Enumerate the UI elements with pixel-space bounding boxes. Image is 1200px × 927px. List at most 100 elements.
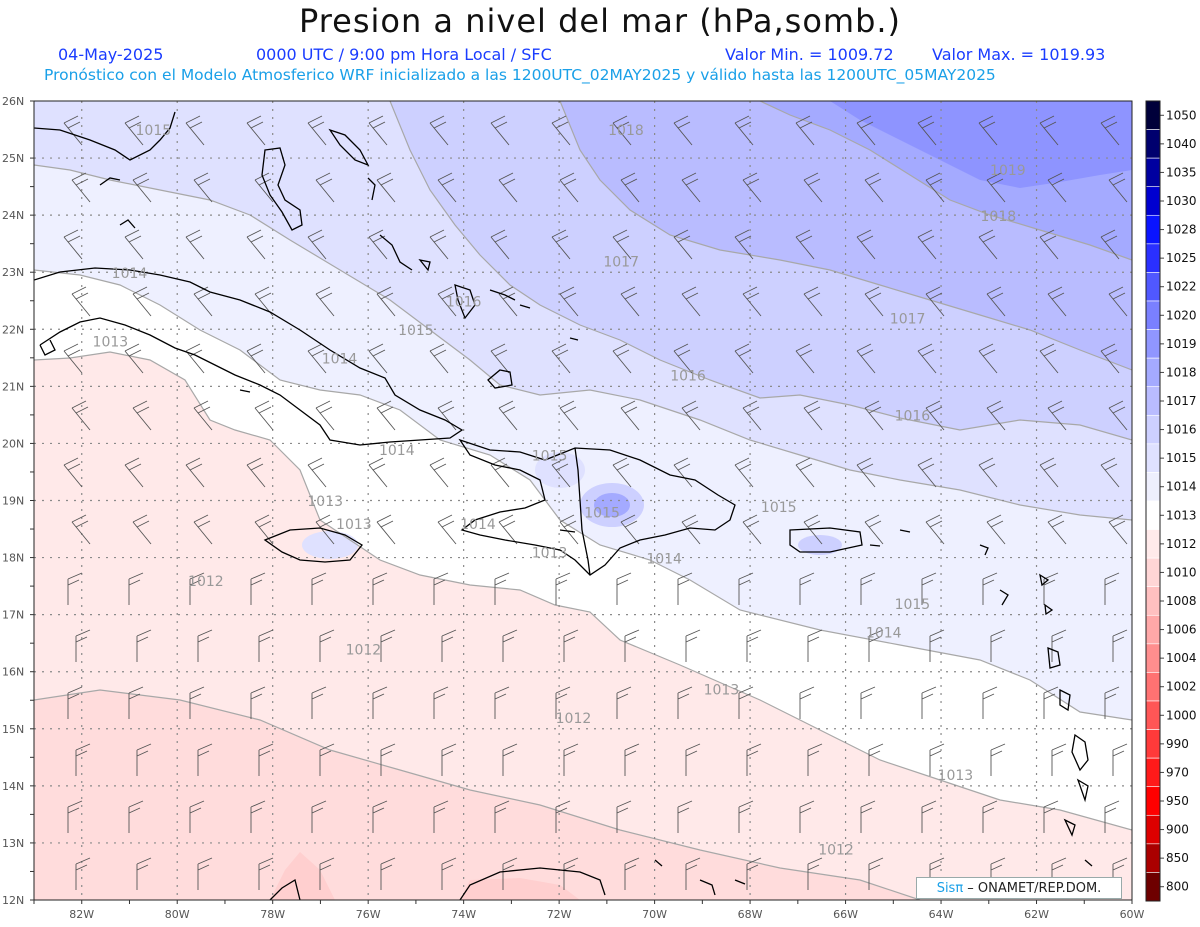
legend-swatch [1145,700,1161,730]
wind-barb [1100,343,1120,374]
wind-barb [197,629,213,662]
credit-box: Sisπ – ONAMET/REP.DOM. [916,877,1122,899]
wind-barb [67,572,83,605]
wind-barb [75,743,91,776]
wind-barb [1043,686,1059,719]
pressure-shading [34,101,1132,900]
wind-barb [978,115,998,146]
wind-barb [738,572,754,605]
wind-barb [917,229,937,260]
legend-swatch [1145,357,1161,388]
wind-barb [193,400,213,431]
wind-barb [982,800,998,833]
wind-barb [311,800,327,833]
wind-barb [197,857,213,890]
wind-barb [678,915,692,927]
legend-swatch [1145,386,1161,416]
min-value: Valor Min. = 1009.72 [725,45,894,64]
color-legend: 1050 1040 1035 1030 1028 1025 1022 1020 1019 1018… [1145,100,1197,902]
isobar-label: 1014 [379,443,415,459]
wind-barb [803,286,823,317]
wind-barb [124,229,144,260]
wind-barb [498,286,518,317]
wind-barb [1043,800,1059,833]
lat-label: 20N [2,437,24,450]
wind-barb [742,400,762,431]
legend-label: 1030 [1166,194,1197,208]
credit-brand: Sisπ [936,881,964,896]
wind-barb [986,514,1006,545]
wind-barb [856,457,876,488]
lat-label: 18N [2,552,24,565]
wind-barb [67,686,83,719]
wind-barb [807,629,823,662]
wind-barb [563,743,579,776]
legend-label: 1002 [1166,680,1197,694]
wind-barb [856,229,876,260]
wind-barb [681,514,701,545]
wind-barb [620,172,640,203]
wind-barb [441,629,457,662]
legend-label: 1018 [1166,365,1197,379]
wind-barb [612,115,632,146]
wind-barb [986,286,1006,317]
wind-barb [673,457,693,488]
wind-barb [63,229,83,260]
wind-barb [681,286,701,317]
legend-label: 800 [1166,880,1189,894]
wind-barb [990,629,1006,662]
legend-label: 1000 [1166,708,1197,722]
wind-barb [1047,172,1067,203]
wind-barb [978,229,998,260]
wind-barb [71,514,91,545]
legend-label: 970 [1166,765,1189,779]
lat-label: 19N [2,495,24,508]
wind-barb [189,800,205,833]
isobar-label: 1013 [307,494,343,510]
wind-barb [312,915,326,927]
legend-swatch [1145,243,1161,273]
wind-barb [986,172,1006,203]
wind-barb [734,343,754,374]
isobar-label: 1015 [532,449,568,465]
wind-barb [429,229,449,260]
wind-barb [132,400,152,431]
wind-barb [441,743,457,776]
wind-barb [983,915,997,927]
wind-barb [616,572,632,605]
wind-barb [620,286,640,317]
wind-barb [189,572,205,605]
credit-text: – ONAMET/REP.DOM. [963,881,1102,896]
wind-barb [563,857,579,890]
lat-label: 17N [2,609,24,622]
legend-swatch [1145,500,1161,530]
wind-barb [250,800,266,833]
wind-barb [434,915,448,927]
wind-barb [864,286,884,317]
isobar-label: 1012 [818,842,854,858]
wind-barb [1047,286,1067,317]
lon-label: 62W [1024,908,1049,921]
wind-barb [1039,115,1059,146]
wind-barb [551,229,571,260]
wind-barb [71,172,91,203]
wind-barb [71,400,91,431]
wind-barb [433,686,449,719]
isobar-label: 1012 [346,643,382,659]
isobar-label: 1014 [646,551,682,567]
wind-barb [494,686,510,719]
legend-swatch [1145,329,1161,359]
wind-barb [624,743,640,776]
wind-barb [315,172,335,203]
wind-barb [742,514,762,545]
legend-swatch [1145,414,1161,445]
lat-label: 23N [2,266,24,279]
wind-barb [254,400,274,431]
wind-barb [864,514,884,545]
wind-barb [1100,229,1120,260]
legend-swatch [1145,586,1161,616]
lat-label: 15N [2,723,24,736]
wind-barb [616,800,632,833]
isobar-label: 1015 [584,506,620,522]
wind-barb [685,857,701,890]
